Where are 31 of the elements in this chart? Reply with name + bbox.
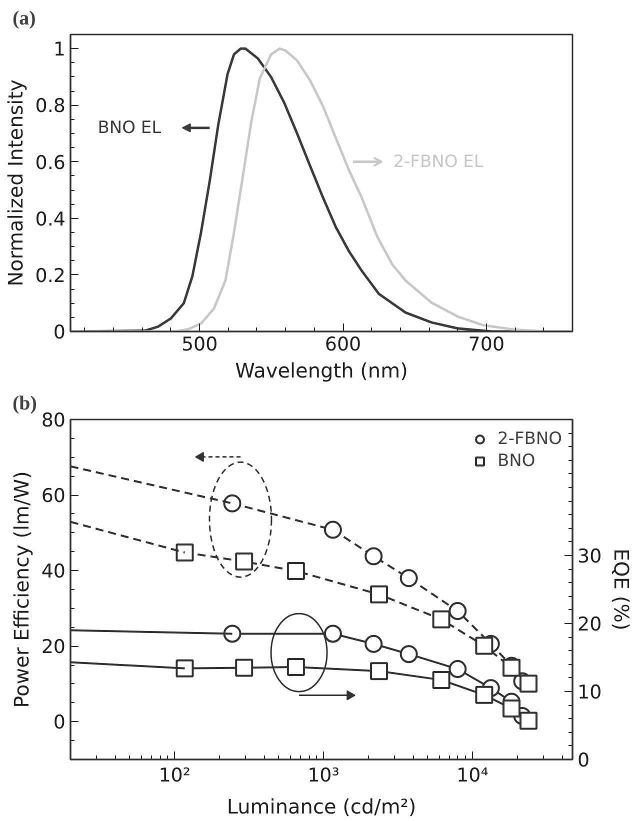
chart-title: (a) (12, 8, 36, 30)
x-tick-label: 10³ (308, 764, 340, 786)
x-tick-label: 700 (468, 334, 505, 356)
x-tick-label: 10⁴ (456, 764, 489, 786)
x-axis-title: Wavelength (nm) (235, 358, 408, 382)
y-tick-label: 0 (53, 712, 66, 734)
y-tick-label: 0.2 (35, 264, 66, 287)
y-tick-label: 20 (41, 636, 66, 658)
y-tick-label: 0.4 (35, 208, 66, 230)
y-tick-label: 0.6 (35, 152, 66, 174)
y-tick-label: 0.8 (35, 95, 66, 118)
x-tick-label: 500 (181, 334, 218, 356)
y-tick-label: 0 (53, 322, 66, 344)
x-axis-title: Luminance (cd/m²) (226, 794, 416, 818)
y-tick-label: 40 (41, 560, 66, 583)
y2-tick-label: 20 (578, 614, 602, 636)
text: BNO EL (98, 118, 162, 138)
y2-tick-label: 10 (578, 682, 602, 704)
y2-axis-title: EQE (%) (610, 548, 634, 630)
y2-tick-label: 0 (578, 750, 590, 772)
y-tick-label: 80 (41, 410, 66, 432)
legend-label: 2-FBNO (498, 429, 562, 449)
x-tick-label: 10² (158, 764, 190, 786)
x-tick-label: 600 (324, 334, 362, 356)
legend-label: BNO (498, 451, 536, 471)
y-tick-label: 1 (53, 38, 66, 61)
y-axis-title: Power Efficiency (lm/W) (9, 471, 34, 708)
y2-tick-label: 30 (578, 546, 602, 568)
y-tick-label: 60 (41, 485, 66, 508)
chart-title: (b) (12, 392, 37, 414)
y-axis-title: Normalized Intensity (3, 79, 28, 286)
